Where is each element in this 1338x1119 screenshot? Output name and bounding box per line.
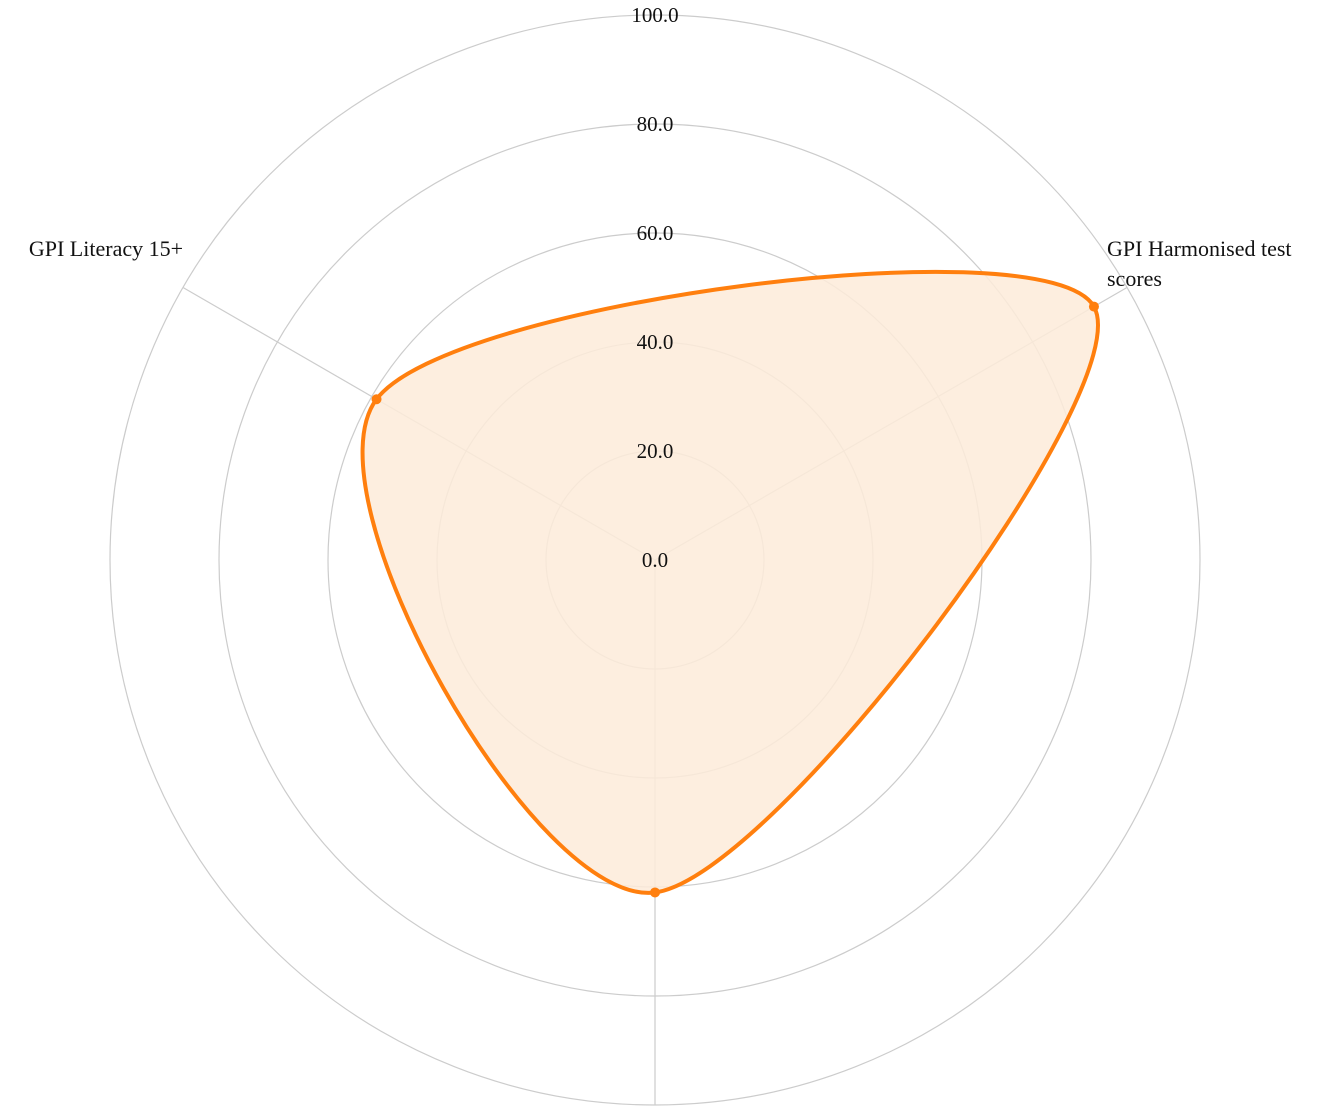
- axis-label-line: GPI Harmonised test: [1107, 236, 1292, 261]
- radial-tick-label: 40.0: [637, 330, 674, 354]
- axis-labels: GPI Harmonised test scores GPI Literacy 15…: [29, 236, 1292, 291]
- radial-tick-labels: 0.0 20.0 40.0 60.0 80.0 100.0: [631, 3, 678, 572]
- axis-label: GPI Literacy 15+: [29, 236, 183, 261]
- series-area: [360, 269, 1100, 895]
- radar-data-points: [371, 301, 1099, 898]
- radial-tick-label: 60.0: [637, 221, 674, 245]
- data-point: [650, 887, 660, 898]
- data-point: [371, 394, 382, 405]
- axis-label-line: GPI Literacy 15+: [29, 236, 183, 261]
- data-point: [1088, 301, 1099, 312]
- radial-tick-label: 100.0: [631, 3, 678, 27]
- radial-tick-label: 80.0: [637, 112, 674, 136]
- radar-series-area: [360, 269, 1100, 895]
- radial-tick-label: 20.0: [637, 439, 674, 463]
- axis-label: GPI Harmonised test scores: [1107, 236, 1292, 291]
- axis-label-line: scores: [1107, 266, 1162, 291]
- radial-tick-label: 0.0: [642, 548, 668, 572]
